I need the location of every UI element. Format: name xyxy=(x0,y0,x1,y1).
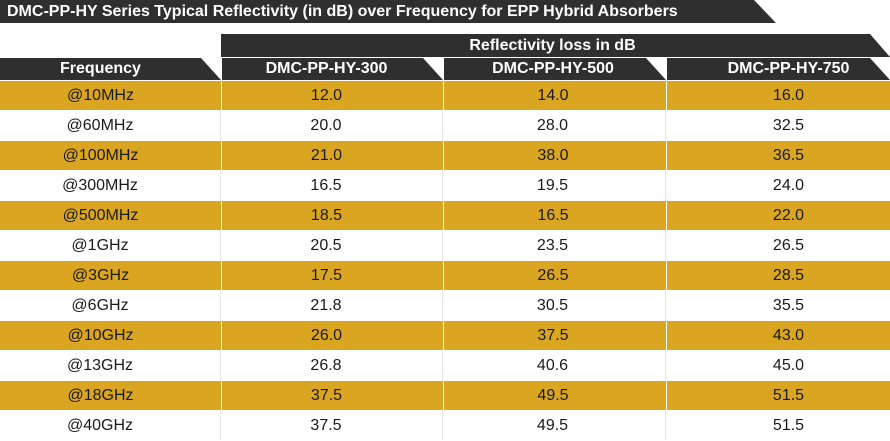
hy500-cell: 14.0 xyxy=(444,81,666,110)
table-row: @60MHz 20.0 28.0 32.5 xyxy=(0,111,890,140)
frequency-cell: @1GHz xyxy=(0,231,221,260)
hy500-column-header: DMC-PP-HY-500 xyxy=(444,58,666,80)
table-row: @3GHz 17.5 26.5 28.5 xyxy=(0,261,890,290)
hy750-cell: 16.0 xyxy=(667,81,890,110)
table-row: @10MHz 12.0 14.0 16.0 xyxy=(0,81,890,110)
hy750-cell: 51.5 xyxy=(667,381,890,410)
table-row: @500MHz 18.5 16.5 22.0 xyxy=(0,201,890,230)
hy500-cell: 49.5 xyxy=(444,411,666,440)
hy750-cell: 32.5 xyxy=(667,111,890,140)
frequency-cell: @13GHz xyxy=(0,351,221,380)
hy750-cell: 22.0 xyxy=(667,201,890,230)
hy500-cell: 19.5 xyxy=(444,171,666,200)
frequency-cell: @100MHz xyxy=(0,141,221,170)
hy750-cell: 28.5 xyxy=(667,261,890,290)
hy300-cell: 21.8 xyxy=(222,291,443,320)
hy300-column-header: DMC-PP-HY-300 xyxy=(222,58,443,80)
hy500-cell: 30.5 xyxy=(444,291,666,320)
hy300-cell: 37.5 xyxy=(222,381,443,410)
hy300-cell: 21.0 xyxy=(222,141,443,170)
hy300-cell: 17.5 xyxy=(222,261,443,290)
hy500-cell: 49.5 xyxy=(444,381,666,410)
hy750-cell: 24.0 xyxy=(667,171,890,200)
hy300-cell: 37.5 xyxy=(222,411,443,440)
reflectivity-group-header: Reflectivity loss in dB xyxy=(221,34,890,57)
hy300-cell: 26.0 xyxy=(222,321,443,350)
hy750-cell: 26.5 xyxy=(667,231,890,260)
frequency-cell: @6GHz xyxy=(0,291,221,320)
table-row: @18GHz 37.5 49.5 51.5 xyxy=(0,381,890,410)
table-row: @40GHz 37.5 49.5 51.5 xyxy=(0,411,890,440)
table-row: @100MHz 21.0 38.0 36.5 xyxy=(0,141,890,170)
hy300-cell: 16.5 xyxy=(222,171,443,200)
hy300-cell: 20.0 xyxy=(222,111,443,140)
hy500-cell: 37.5 xyxy=(444,321,666,350)
hy500-cell: 23.5 xyxy=(444,231,666,260)
hy750-cell: 36.5 xyxy=(667,141,890,170)
frequency-cell: @10MHz xyxy=(0,81,221,110)
table-row: @300MHz 16.5 19.5 24.0 xyxy=(0,171,890,200)
hy500-cell: 38.0 xyxy=(444,141,666,170)
frequency-cell: @10GHz xyxy=(0,321,221,350)
table-row: @1GHz 20.5 23.5 26.5 xyxy=(0,231,890,260)
frequency-cell: @500MHz xyxy=(0,201,221,230)
table-body: @10MHz 12.0 14.0 16.0 @60MHz 20.0 28.0 32.5 @100… xyxy=(0,81,890,441)
frequency-column-header: Frequency xyxy=(0,58,221,80)
table-row: @13GHz 26.8 40.6 45.0 xyxy=(0,351,890,380)
frequency-cell: @300MHz xyxy=(0,171,221,200)
hy500-cell: 16.5 xyxy=(444,201,666,230)
hy750-cell: 45.0 xyxy=(667,351,890,380)
hy750-cell: 43.0 xyxy=(667,321,890,350)
hy300-cell: 20.5 xyxy=(222,231,443,260)
hy300-cell: 18.5 xyxy=(222,201,443,230)
frequency-cell: @60MHz xyxy=(0,111,221,140)
hy300-cell: 12.0 xyxy=(222,81,443,110)
frequency-cell: @3GHz xyxy=(0,261,221,290)
frequency-cell: @18GHz xyxy=(0,381,221,410)
hy300-cell: 26.8 xyxy=(222,351,443,380)
hy500-cell: 28.0 xyxy=(444,111,666,140)
table-row: @6GHz 21.8 30.5 35.5 xyxy=(0,291,890,320)
hy750-column-header: DMC-PP-HY-750 xyxy=(667,58,890,80)
hy750-cell: 35.5 xyxy=(667,291,890,320)
hy500-cell: 26.5 xyxy=(444,261,666,290)
hy750-cell: 51.5 xyxy=(667,411,890,440)
frequency-cell: @40GHz xyxy=(0,411,221,440)
table-title: DMC-PP-HY Series Typical Reflectivity (i… xyxy=(0,0,776,23)
hy500-cell: 40.6 xyxy=(444,351,666,380)
table-row: @10GHz 26.0 37.5 43.0 xyxy=(0,321,890,350)
